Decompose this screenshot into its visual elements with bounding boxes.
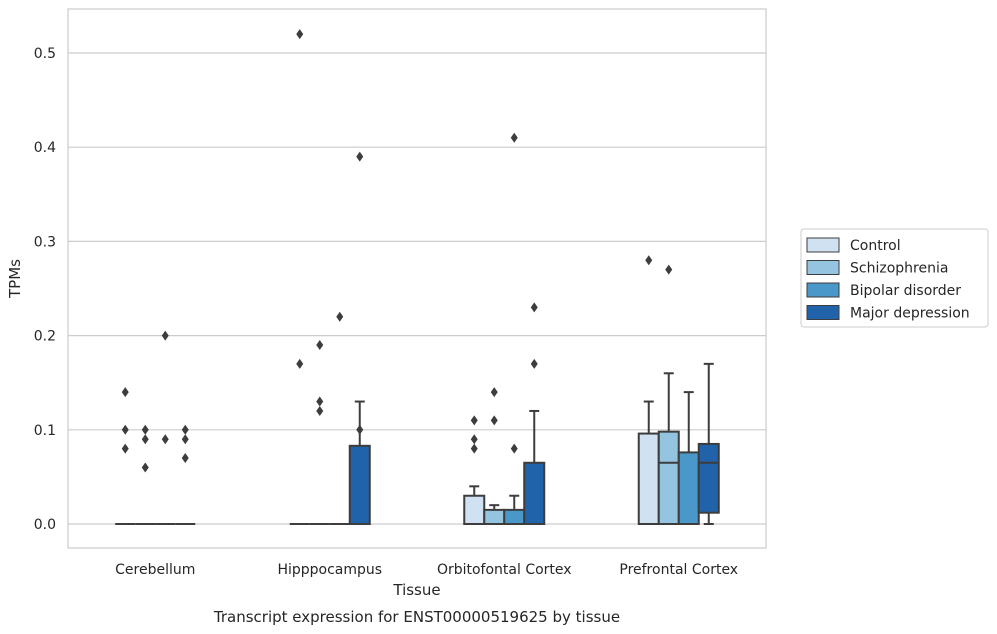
box-iqr [657, 430, 680, 525]
x-tick-labels: Cerebellum Hipppocampus Orbitofontal Corte… [115, 562, 738, 578]
x-tick-label: Orbitofontal Cortex [437, 562, 572, 578]
legend-swatch [806, 305, 840, 320]
outlier-point [470, 434, 478, 445]
box-schizophrenia [483, 504, 506, 525]
box-iqr [463, 494, 486, 525]
outlier-point [356, 424, 364, 435]
box-iqr [483, 508, 506, 525]
outlier-point [121, 424, 129, 435]
box-iqr [523, 461, 546, 525]
legend-label: Bipolar disorder [850, 283, 961, 299]
x-tick-label: Cerebellum [115, 562, 195, 578]
outlier-point [296, 358, 304, 369]
outlier-point [490, 415, 498, 426]
box-major-depression [348, 400, 371, 525]
legend: Control Schizophrenia Bipolar disorder Majo… [800, 228, 989, 328]
legend-label: Control [850, 238, 901, 254]
outlier-point [141, 434, 149, 445]
outlier-point [121, 387, 129, 398]
outlier-point [470, 443, 478, 454]
outlier-point [510, 132, 518, 143]
outlier-point [161, 434, 169, 445]
outlier-point [490, 387, 498, 398]
box-major-depression [523, 409, 546, 525]
box-iqr [503, 508, 526, 525]
outlier-point [510, 443, 518, 454]
boxes [115, 362, 720, 525]
outlier-point [645, 255, 653, 266]
legend-frame [800, 228, 989, 328]
outlier-point [161, 330, 169, 341]
outlier-point [141, 462, 149, 473]
chart-caption: Transcript expression for ENST0000051962… [213, 608, 620, 626]
x-axis-title: Tissue [392, 581, 440, 599]
outlier-point [181, 424, 189, 435]
outlier-point [665, 264, 673, 275]
box-bipolar-disorder [503, 494, 526, 525]
box-iqr [697, 442, 720, 514]
y-tick-label: 0.3 [34, 234, 56, 250]
box-iqr [348, 444, 371, 525]
outlier-point [336, 311, 344, 322]
outlier-point [181, 434, 189, 445]
legend-label: Schizophrenia [850, 261, 948, 277]
outlier-point [356, 151, 364, 162]
outlier-point [121, 443, 129, 454]
outlier-point [530, 358, 538, 369]
plot-frame [67, 8, 767, 549]
y-tick-label: 0.1 [34, 423, 56, 439]
box-major-depression [697, 362, 720, 525]
legend-swatch [806, 282, 840, 298]
y-tick-label: 0.0 [34, 517, 56, 533]
outlier-point [296, 29, 304, 40]
y-tick-labels: 0.0 0.1 0.2 0.3 0.4 0.5 [34, 46, 56, 533]
box-iqr [637, 432, 660, 525]
y-tick-label: 0.4 [34, 140, 56, 156]
outlier-points [121, 29, 673, 473]
box-iqr [677, 451, 700, 525]
outlier-point [141, 424, 149, 435]
y-tick-label: 0.5 [34, 46, 56, 62]
box-control [637, 400, 660, 525]
outlier-point [316, 396, 324, 407]
y-tick-label: 0.2 [34, 329, 56, 345]
legend-swatch [806, 260, 840, 275]
box-schizophrenia [657, 372, 680, 525]
y-axis-title: TPMs [6, 259, 24, 299]
box-bipolar-disorder [677, 391, 700, 525]
outlier-point [181, 453, 189, 464]
legend-swatch [806, 237, 840, 253]
box-control [463, 485, 486, 525]
outlier-point [470, 415, 478, 426]
x-tick-label: Prefrontal Cortex [619, 562, 738, 578]
legend-label: Major depression [850, 306, 970, 322]
x-tick-label: Hipppocampus [277, 562, 382, 578]
outlier-point [530, 302, 538, 313]
outlier-point [316, 340, 324, 351]
outlier-point [316, 405, 324, 416]
